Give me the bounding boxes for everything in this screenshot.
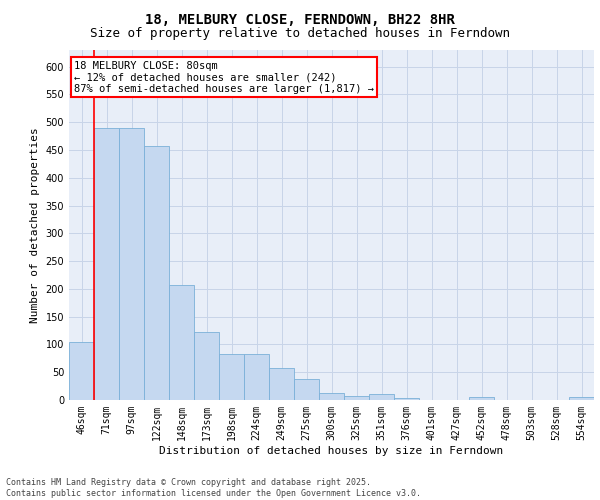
Bar: [119, 128, 144, 400]
Bar: [344, 396, 369, 400]
Bar: [69, 342, 94, 400]
Bar: [244, 354, 269, 400]
X-axis label: Distribution of detached houses by size in Ferndown: Distribution of detached houses by size …: [160, 446, 503, 456]
Bar: [469, 397, 494, 400]
Y-axis label: Number of detached properties: Number of detached properties: [30, 127, 40, 323]
Bar: [319, 393, 344, 400]
Bar: [394, 398, 419, 400]
Text: 18 MELBURY CLOSE: 80sqm
← 12% of detached houses are smaller (242)
87% of semi-d: 18 MELBURY CLOSE: 80sqm ← 12% of detache…: [74, 60, 374, 94]
Text: Contains HM Land Registry data © Crown copyright and database right 2025.
Contai: Contains HM Land Registry data © Crown c…: [6, 478, 421, 498]
Bar: [144, 146, 169, 400]
Bar: [169, 285, 194, 400]
Bar: [269, 368, 294, 400]
Bar: [369, 394, 394, 400]
Text: 18, MELBURY CLOSE, FERNDOWN, BH22 8HR: 18, MELBURY CLOSE, FERNDOWN, BH22 8HR: [145, 12, 455, 26]
Text: Size of property relative to detached houses in Ferndown: Size of property relative to detached ho…: [90, 28, 510, 40]
Bar: [94, 128, 119, 400]
Bar: [219, 354, 244, 400]
Bar: [294, 379, 319, 400]
Bar: [569, 397, 594, 400]
Bar: [194, 332, 219, 400]
